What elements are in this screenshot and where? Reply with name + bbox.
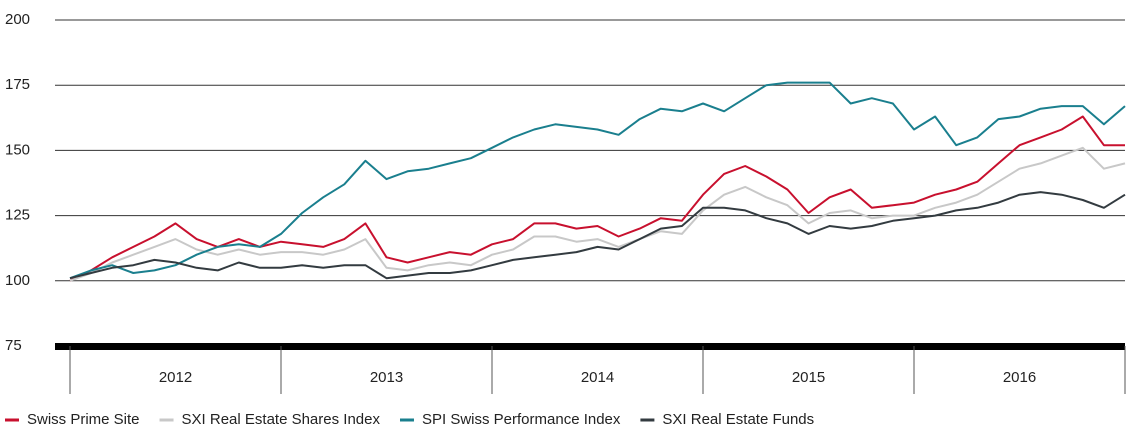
- x-axis: [55, 343, 1125, 350]
- y-tick-label: 150: [5, 141, 30, 158]
- legend-label: SXI Real Estate Shares Index: [182, 411, 381, 428]
- x-tick-label: 2015: [792, 369, 825, 386]
- y-tick-label: 175: [5, 76, 30, 93]
- y-tick-label: 125: [5, 207, 30, 224]
- x-tick-label: 2012: [159, 369, 192, 386]
- x-tick-label: 2014: [581, 369, 614, 386]
- legend-label: Swiss Prime Site: [27, 411, 140, 428]
- series-line: [69, 146, 1126, 282]
- legend-label: SPI Swiss Performance Index: [422, 411, 621, 428]
- y-tick-label: 200: [5, 11, 30, 28]
- series-line: [69, 115, 1125, 282]
- x-tick-label: 2016: [1003, 369, 1036, 386]
- y-tick-label: 75: [5, 337, 22, 354]
- legend-label: SXI Real Estate Funds: [662, 411, 814, 428]
- y-tick-label: 100: [5, 272, 30, 289]
- series-line: [69, 81, 1126, 280]
- x-tick-label: 2013: [370, 369, 403, 386]
- series-line: [69, 191, 1126, 280]
